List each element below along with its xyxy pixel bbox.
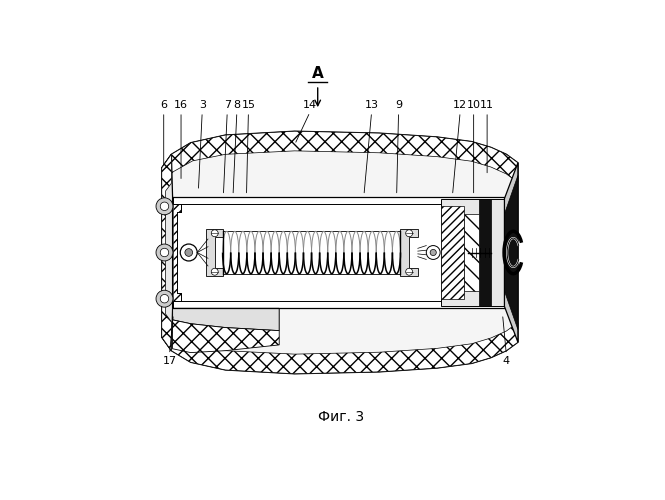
Polygon shape [441,198,505,306]
Text: 6: 6 [160,100,167,110]
Polygon shape [173,308,279,330]
Text: 14: 14 [303,100,317,110]
Polygon shape [162,322,518,374]
Polygon shape [441,206,464,298]
Polygon shape [162,131,518,183]
Circle shape [160,294,169,303]
Polygon shape [505,176,518,330]
Polygon shape [464,214,479,291]
Text: 3: 3 [199,100,205,110]
Text: 11: 11 [480,100,494,110]
Text: 8: 8 [233,100,241,110]
Polygon shape [173,204,181,300]
Polygon shape [173,320,279,352]
Text: 10: 10 [467,100,481,110]
Polygon shape [173,196,505,308]
Circle shape [156,244,173,261]
Text: 16: 16 [174,100,188,110]
Text: Фиг. 3: Фиг. 3 [318,410,364,424]
Circle shape [160,202,169,210]
Text: 12: 12 [453,100,467,110]
Circle shape [185,248,193,256]
Polygon shape [505,163,518,342]
Circle shape [156,198,173,215]
Polygon shape [400,230,418,276]
Circle shape [156,290,173,307]
Circle shape [406,268,412,275]
Polygon shape [162,154,173,350]
Polygon shape [479,198,491,306]
Circle shape [211,268,218,275]
Text: 7: 7 [223,100,231,110]
Text: А: А [312,66,324,81]
Text: 9: 9 [395,100,402,110]
Circle shape [211,230,218,236]
Circle shape [430,250,436,256]
Text: 4: 4 [503,356,510,366]
Circle shape [180,244,198,261]
Circle shape [160,248,169,256]
Polygon shape [162,131,518,374]
Circle shape [406,230,412,236]
Polygon shape [162,154,172,350]
Text: 15: 15 [241,100,255,110]
Circle shape [426,246,440,260]
Text: 13: 13 [364,100,378,110]
Polygon shape [206,230,223,276]
Text: 17: 17 [162,356,176,366]
